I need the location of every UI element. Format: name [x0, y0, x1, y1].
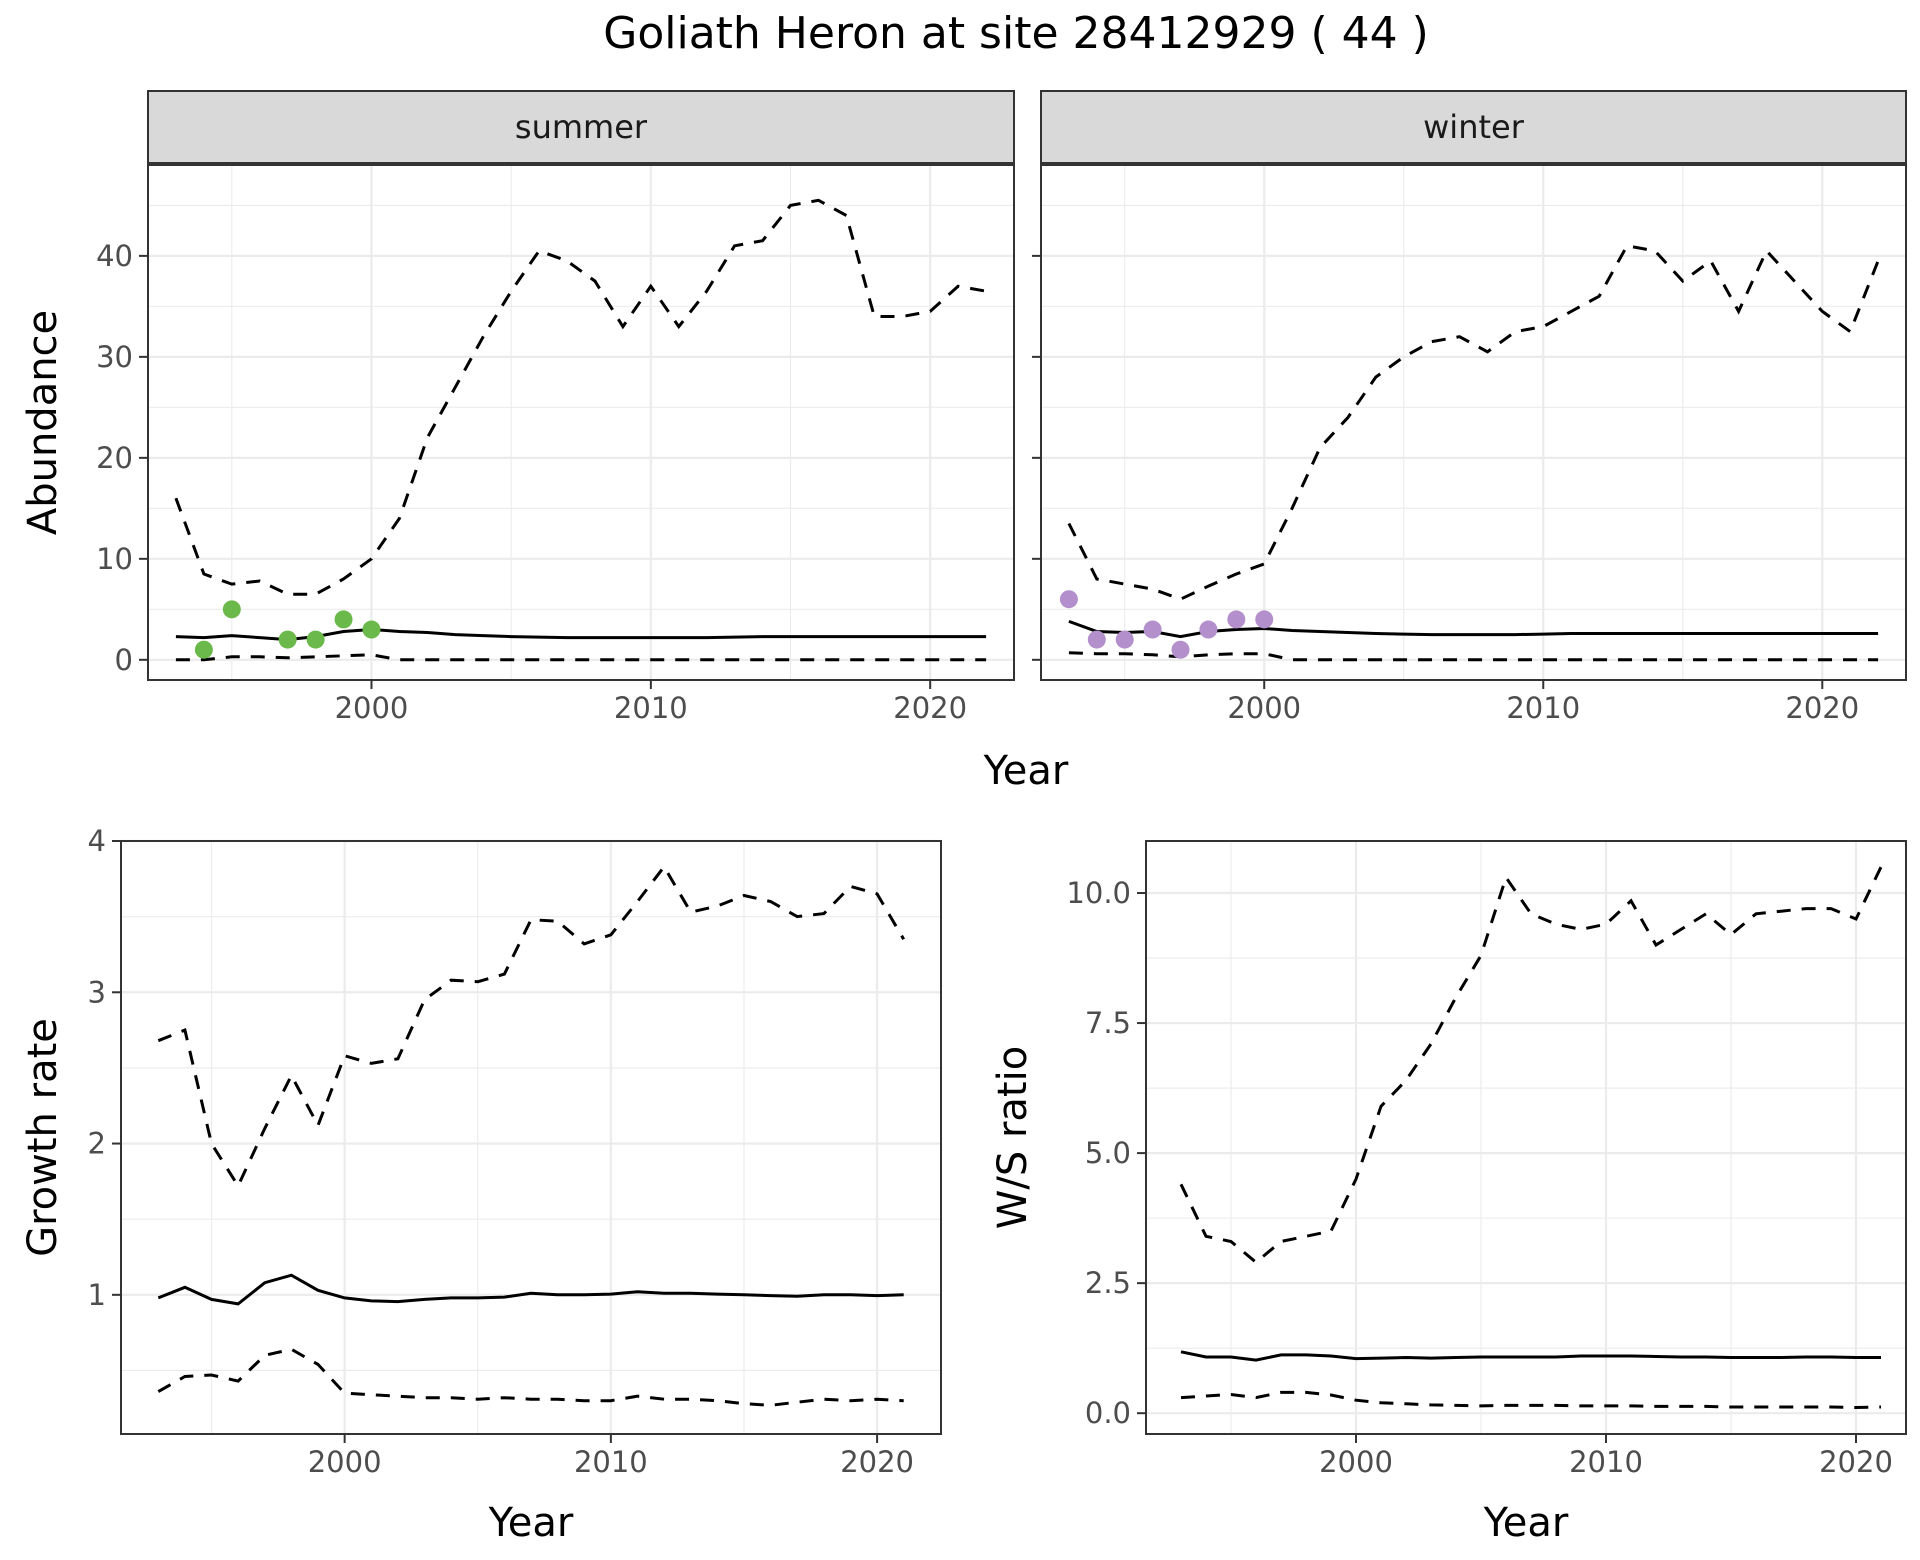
- facet-label-winter: winter: [1423, 108, 1525, 146]
- series-line-upper: [157, 864, 905, 1190]
- series-line-mean: [175, 627, 987, 642]
- data-point: [1143, 620, 1162, 639]
- series-line-mean: [1180, 1350, 1881, 1362]
- series-line-upper: [1067, 244, 1880, 601]
- x-tick-label: 2000: [308, 1445, 382, 1479]
- data-point: [1059, 590, 1078, 609]
- x-tick-label: 2000: [335, 691, 409, 725]
- data-point: [1199, 620, 1218, 639]
- x-tick-label: 2020: [1785, 691, 1859, 725]
- panel-border: [1145, 840, 1907, 1435]
- x-tick-label: 2020: [840, 1445, 914, 1479]
- data-point: [194, 640, 213, 659]
- y-tick-label: 30: [96, 340, 133, 374]
- facet-strip-winter: [1040, 90, 1907, 164]
- data-point: [362, 620, 381, 639]
- y-tick-label: 4: [88, 824, 106, 858]
- y-tick-label: 20: [96, 441, 133, 475]
- facet-label-summer: summer: [515, 108, 648, 146]
- series-line-upper: [1179, 866, 1883, 1265]
- data-point: [278, 630, 297, 649]
- series-line-lower: [157, 1347, 904, 1407]
- y-tick-label: 2: [88, 1127, 106, 1161]
- series-line-mean: [157, 1273, 904, 1306]
- x-tick-label: 2000: [1319, 1445, 1393, 1479]
- facet-strip-summer: [147, 90, 1015, 164]
- panel-growth-rate: 2000 2010 2020 1 2 3 4 Growth rate Year: [20, 824, 942, 1546]
- data-point: [1171, 640, 1190, 659]
- y-tick-label: 40: [96, 239, 133, 273]
- y-axis-title: Growth rate: [20, 1018, 66, 1257]
- shared-x-axis-title: Year: [983, 748, 1069, 794]
- x-axis-title: Year: [1483, 1500, 1569, 1546]
- x-tick-label: 2010: [614, 691, 688, 725]
- data-point: [306, 630, 325, 649]
- x-tick-label: 2020: [1819, 1445, 1893, 1479]
- y-tick-label: 0.0: [1085, 1396, 1131, 1430]
- panel-ws-ratio: 2000 2010 2020 0.0 2.5 5.0 7.5 10.0 W/S ratio Yea…: [990, 840, 1907, 1546]
- chart-root: summer 2000 2010 2020 0 10 20 30 40 Abundance wint…: [20, 90, 1907, 1546]
- data-point: [1115, 630, 1134, 649]
- y-tick-label: 1: [88, 1278, 106, 1312]
- y-tick-label: 3: [88, 975, 106, 1009]
- y-tick-label: 7.5: [1085, 1006, 1131, 1040]
- series-line-lower: [1180, 1390, 1882, 1410]
- y-tick-label: 2.5: [1085, 1266, 1131, 1300]
- panel-border: [1040, 164, 1907, 681]
- y-tick-label: 10.0: [1066, 876, 1131, 910]
- data-point: [1087, 630, 1106, 649]
- x-axis-title: Year: [488, 1500, 574, 1546]
- y-axis-title: Abundance: [20, 310, 66, 535]
- y-tick-label: 5.0: [1085, 1136, 1131, 1170]
- series-line-lower: [1068, 651, 1879, 662]
- panel-border: [147, 164, 1015, 681]
- data-point: [222, 600, 241, 619]
- data-point: [1255, 610, 1274, 629]
- data-point: [334, 610, 353, 629]
- y-axis-title: W/S ratio: [990, 1046, 1036, 1229]
- y-tick-label: 0: [115, 643, 133, 677]
- x-tick-label: 2000: [1227, 691, 1301, 725]
- y-tick-label: 10: [96, 542, 133, 576]
- panel-abundance-summer: summer 2000 2010 2020 0 10 20 30 40 Abundance: [20, 90, 1015, 725]
- figure-title: Goliath Heron at site 28412929 ( 44 ): [603, 8, 1429, 59]
- x-tick-label: 2020: [893, 691, 967, 725]
- data-point: [1227, 610, 1246, 629]
- panel-abundance-winter: winter 2000 2010 2020: [1032, 90, 1907, 725]
- series-line-upper: [174, 198, 987, 596]
- panel-border: [120, 840, 942, 1435]
- series-line-lower: [175, 653, 987, 662]
- x-tick-label: 2010: [1506, 691, 1580, 725]
- series-line-mean: [1068, 619, 1879, 639]
- x-tick-label: 2010: [574, 1445, 648, 1479]
- x-tick-label: 2010: [1569, 1445, 1643, 1479]
